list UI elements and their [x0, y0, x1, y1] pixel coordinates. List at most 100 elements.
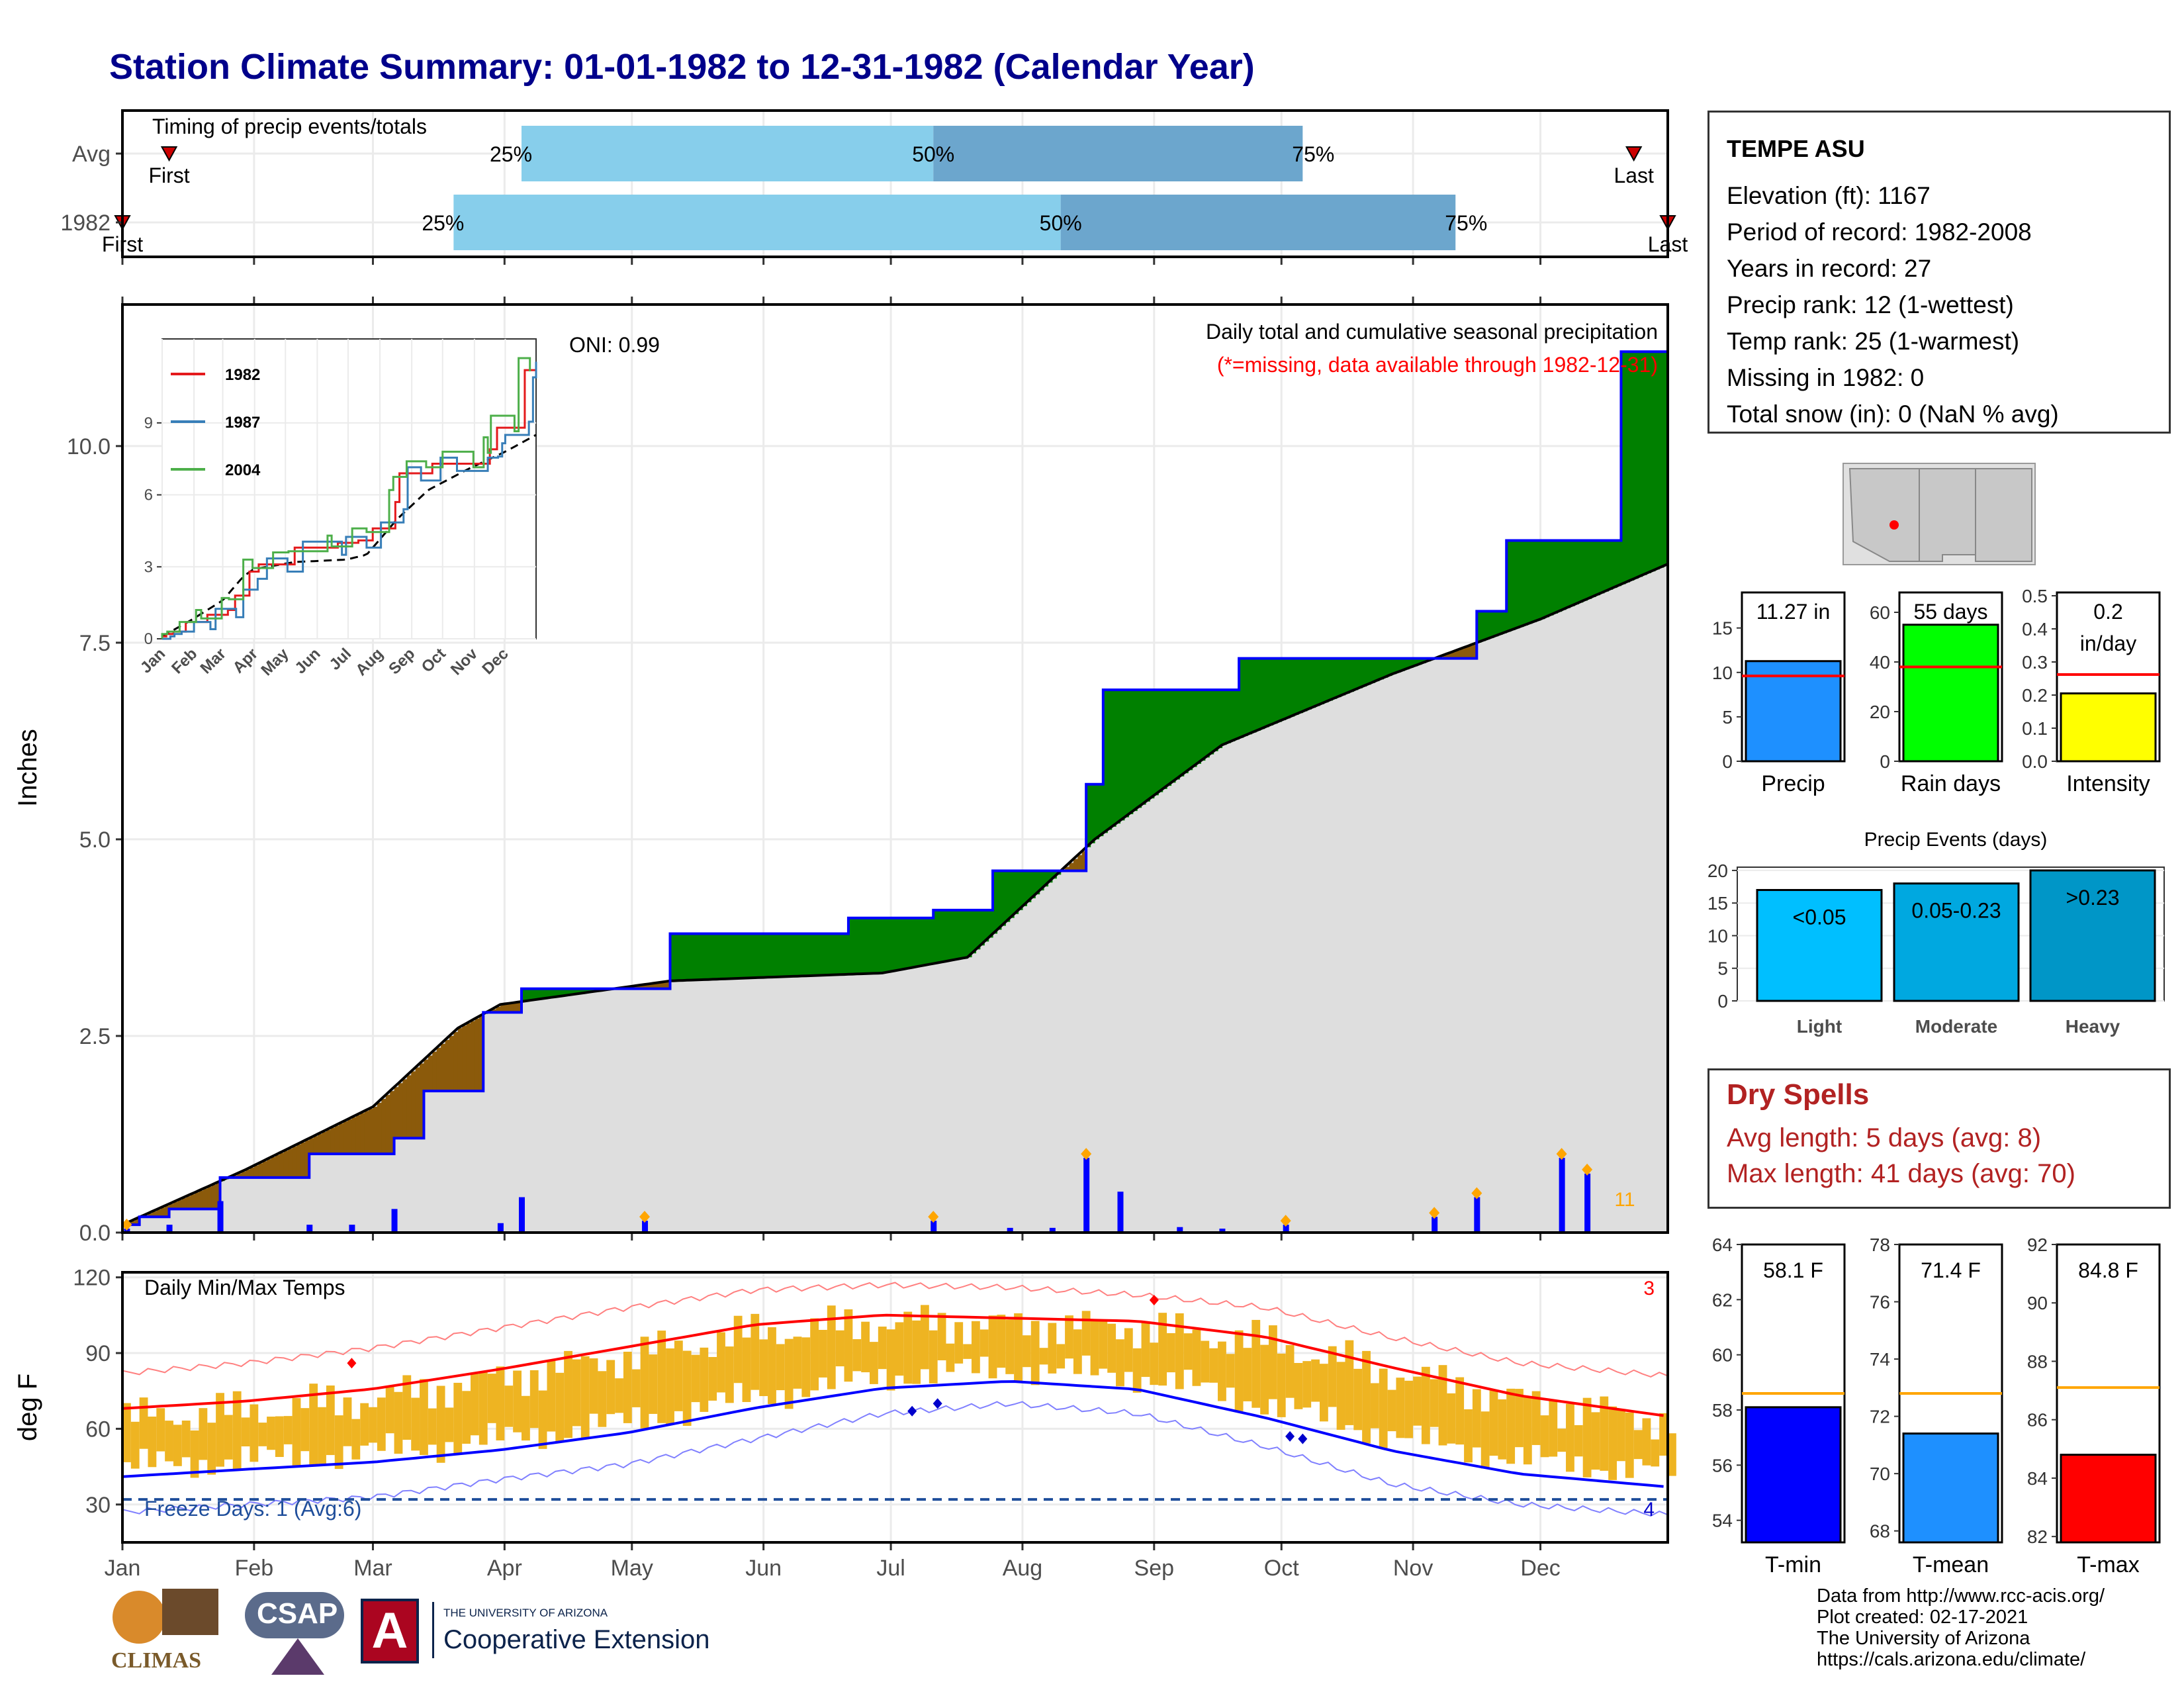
- events-bar: [1893, 882, 2020, 1002]
- above-avg-fill: [687, 933, 692, 980]
- daily-temp-range-bar: [895, 1322, 904, 1376]
- daily-temp-range-bar: [1065, 1315, 1073, 1359]
- above-avg-fill: [852, 917, 858, 974]
- summary-ytick-label: 20: [1870, 702, 1890, 722]
- temp-summary-bar: [2060, 1454, 2157, 1544]
- q25-label: 25%: [422, 211, 464, 235]
- month-label: Sep: [1134, 1556, 1175, 1581]
- daily-temp-range-bar: [300, 1408, 310, 1452]
- daily-temp-range-bar: [318, 1407, 326, 1464]
- temp-summary-ytick-label: 62: [1712, 1289, 1733, 1310]
- above-avg-fill: [1485, 611, 1490, 640]
- timing-row-label: 1982: [60, 211, 111, 236]
- daily-temp-range-bar: [385, 1386, 394, 1434]
- daily-temp-range-bar: [207, 1423, 216, 1475]
- above-avg-fill: [733, 933, 739, 979]
- daily-rank-marker-icon: [1429, 1207, 1440, 1219]
- temp-summary-ytick-label: 64: [1712, 1235, 1733, 1255]
- record-high-count: 3: [1643, 1278, 1655, 1299]
- precip-ytick-label: 2.5: [79, 1024, 111, 1049]
- above-avg-fill: [805, 933, 811, 976]
- below-avg-fill: [398, 1083, 403, 1139]
- station-line: Missing in 1982: 0: [1727, 364, 1925, 391]
- events-ytick-label: 20: [1707, 861, 1728, 881]
- above-avg-fill: [1540, 540, 1545, 620]
- daily-temp-range-bar: [852, 1339, 862, 1372]
- daily-temp-range-bar: [1116, 1339, 1124, 1387]
- temp-ytick-label: 90: [85, 1341, 111, 1366]
- daily-temp-range-bar: [139, 1397, 148, 1449]
- daily-temp-range-bar: [258, 1423, 267, 1446]
- daily-rank-marker-icon: [121, 1219, 132, 1231]
- above-avg-fill: [1141, 690, 1146, 805]
- daily-temp-range-bar: [725, 1346, 734, 1403]
- last-marker-icon: [1625, 146, 1643, 162]
- daily-temp-range-bar: [742, 1337, 751, 1402]
- daily-temp-range-bar: [691, 1354, 700, 1403]
- below-avg-fill: [203, 1188, 208, 1209]
- daily-temp-range-bar: [1277, 1353, 1286, 1417]
- above-avg-fill: [754, 933, 760, 978]
- daily-temp-range-bar: [309, 1383, 318, 1466]
- daily-temp-range-bar: [1353, 1368, 1363, 1430]
- below-avg-fill: [339, 1123, 344, 1154]
- below-avg-fill: [1069, 863, 1074, 871]
- events-bar: [2029, 869, 2156, 1002]
- above-avg-fill: [1366, 658, 1371, 685]
- summary-ytick-label: 0.2: [2022, 685, 2048, 706]
- dry-spells-title: Dry Spells: [1727, 1078, 1870, 1111]
- daily-temp-range-bar: [428, 1408, 437, 1445]
- first-label: First: [148, 164, 189, 187]
- above-avg-fill: [768, 933, 773, 978]
- above-avg-fill: [700, 933, 705, 980]
- temp-summary-ytick-label: 74: [1870, 1349, 1890, 1370]
- summary-value-label: 11.27 in: [1756, 600, 1831, 624]
- above-avg-fill: [776, 933, 781, 977]
- above-avg-fill: [543, 988, 548, 999]
- above-avg-fill: [1408, 658, 1414, 668]
- daily-temp-range-bar: [487, 1374, 496, 1423]
- events-ytick-label: 10: [1707, 925, 1728, 946]
- above-avg-fill: [1324, 658, 1329, 703]
- precip-ytick-label: 0.0: [79, 1221, 111, 1246]
- above-avg-fill: [801, 933, 807, 976]
- below-avg-fill: [1081, 851, 1087, 871]
- daily-temp-range-bar: [835, 1330, 844, 1367]
- above-avg-fill: [1493, 611, 1499, 637]
- daily-temp-range-bar: [878, 1327, 887, 1370]
- daily-temp-range-bar: [700, 1347, 709, 1412]
- below-avg-fill: [457, 1028, 463, 1092]
- temp-summary-ytick-label: 88: [2027, 1351, 2048, 1372]
- above-avg-fill: [1396, 658, 1401, 673]
- daily-temp-range-bar: [267, 1417, 275, 1450]
- daily-temp-range-bar: [1633, 1430, 1643, 1460]
- above-avg-fill: [1167, 690, 1172, 786]
- above-avg-fill: [1608, 540, 1614, 590]
- above-avg-fill: [1044, 870, 1049, 887]
- below-avg-fill: [267, 1159, 272, 1178]
- above-avg-fill: [1553, 540, 1558, 614]
- below-avg-fill: [369, 1109, 374, 1154]
- above-avg-fill: [861, 917, 866, 974]
- missing-note: (*=missing, data available through 1982-…: [1217, 353, 1658, 377]
- month-label: Apr: [487, 1556, 522, 1581]
- above-avg-fill: [1213, 690, 1218, 751]
- below-avg-fill: [216, 1183, 221, 1209]
- above-avg-fill: [827, 933, 832, 976]
- below-avg-fill: [292, 1147, 297, 1178]
- daily-temp-range-bar: [1243, 1348, 1252, 1401]
- record-high-marker-icon: [1149, 1294, 1159, 1305]
- above-avg-fill: [856, 917, 862, 974]
- above-avg-fill: [1531, 540, 1537, 623]
- daily-temp-range-bar: [1311, 1359, 1320, 1402]
- temp-summary-ytick-label: 82: [2027, 1526, 2048, 1547]
- above-avg-fill: [538, 988, 543, 1000]
- month-label: Jan: [105, 1556, 141, 1581]
- above-avg-fill: [1591, 540, 1596, 597]
- above-avg-fill: [1387, 658, 1392, 677]
- above-avg-fill: [1158, 690, 1163, 792]
- above-avg-fill: [1179, 690, 1185, 776]
- above-avg-fill: [1341, 658, 1346, 696]
- daily-temp-range-bar: [1234, 1330, 1244, 1411]
